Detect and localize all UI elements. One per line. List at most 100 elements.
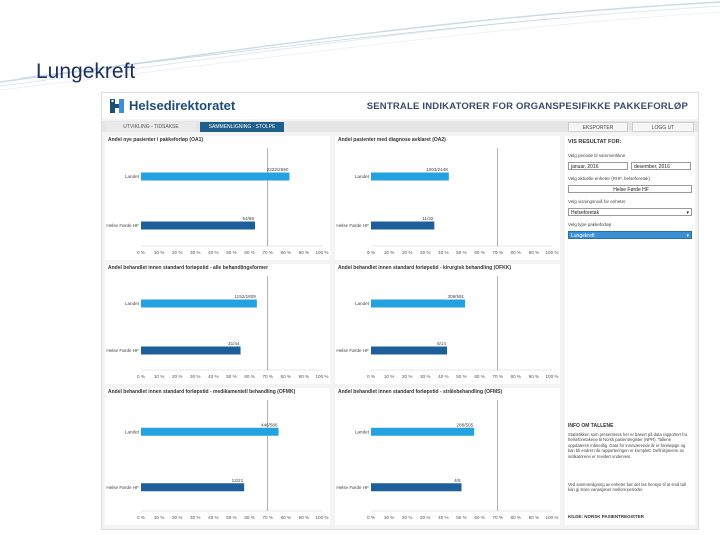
x-tick-label: 0 %: [137, 515, 145, 520]
bar: [141, 427, 279, 436]
x-tick-label: 20 %: [402, 515, 412, 520]
about-paragraph-2: Ved sammenligning av enheter bør det tas…: [568, 482, 686, 493]
tab-sammenligning[interactable]: SAMMENLIGNING - STOLPE: [200, 122, 284, 132]
x-tick-label: 40 %: [438, 250, 448, 255]
x-tick-label: 90 %: [529, 250, 539, 255]
course-select[interactable]: Lungekreft ▾: [568, 231, 692, 239]
x-tick-label: 60 %: [474, 515, 484, 520]
x-tick-label: 70 %: [262, 515, 272, 520]
filter-sidebar: VIS RESULTAT FOR: Velg periode til samme…: [565, 136, 695, 525]
x-tick-label: 60 %: [244, 374, 254, 379]
x-tick-label: 80 %: [281, 374, 291, 379]
x-tick-label: 0 %: [367, 515, 375, 520]
chart-panel-ofmk: Andel behandlet innen standard forløpsti…: [105, 388, 330, 525]
x-tick-label: 100 %: [545, 250, 558, 255]
x-tick-label: 90 %: [299, 515, 309, 520]
x-tick-label: 0 %: [367, 250, 375, 255]
bar: [371, 172, 449, 181]
x-tick-label: 100 %: [315, 515, 328, 520]
chart-panel-ofkk: Andel behandlet innen standard forløpsti…: [335, 264, 560, 384]
category-label: Landet: [125, 174, 140, 179]
data-label: 11/32: [422, 216, 434, 221]
dashboard-screenshot: Helsedirektoratet SENTRALE INDIKATORER F…: [101, 92, 699, 530]
x-tick-label: 50 %: [226, 515, 236, 520]
chart-panel-oa2: Andel pasienter med diagnose avklaret (O…: [335, 136, 560, 260]
level-select[interactable]: Helseforetak ▾: [568, 208, 692, 216]
chart-title: Andel behandlet innen standard forløpsti…: [108, 389, 296, 395]
chart-ofkk: 0 % 10 % 20 % 30 % 40 % 50 % 60 % 70 % 80 % 90 % 1…: [336, 276, 559, 379]
category-label: Helse Førde HF: [336, 485, 369, 490]
category-label: Helse Førde HF: [336, 223, 369, 228]
chart-title: Andel nye pasienter i pakkeforløp (OA1): [108, 137, 204, 143]
chart-panel-alle: Andel behandlet innen standard forløpsti…: [105, 264, 330, 384]
chevron-down-icon: ▾: [686, 233, 689, 239]
chart-title: Andel behandlet innen standard forløpsti…: [108, 265, 269, 271]
category-label: Helse Førde HF: [106, 485, 139, 490]
x-tick-label: 30 %: [420, 515, 430, 520]
x-tick-label: 30 %: [190, 374, 200, 379]
period-to-select[interactable]: desember, 2016: [631, 162, 691, 170]
x-tick-label: 50 %: [456, 515, 466, 520]
logout-button[interactable]: LOGG UT: [632, 122, 694, 132]
bar: [141, 299, 257, 308]
export-button[interactable]: EKSPORTER: [568, 122, 628, 132]
data-label: 308/591: [448, 294, 465, 299]
x-tick-label: 30 %: [190, 515, 200, 520]
about-paragraph-1: Statistikken som presenteres her er base…: [568, 432, 688, 459]
chevron-down-icon: ▾: [686, 210, 689, 216]
data-label: 2222/2690: [267, 167, 289, 172]
view-tabs-bar: UTVIKLING - TIDSAKSE SAMMENLIGNING - STO…: [102, 121, 698, 132]
x-tick-label: 80 %: [511, 515, 521, 520]
x-tick-label: 40 %: [438, 374, 448, 379]
x-tick-label: 20 %: [172, 515, 182, 520]
x-tick-label: 10 %: [384, 374, 394, 379]
x-tick-label: 70 %: [492, 515, 502, 520]
x-tick-label: 30 %: [420, 250, 430, 255]
x-tick-label: 20 %: [172, 250, 182, 255]
x-tick-label: 60 %: [474, 250, 484, 255]
data-label: 54/86: [243, 216, 255, 221]
x-tick-label: 0 %: [137, 374, 145, 379]
data-label: 288/505: [457, 422, 474, 427]
bar: [141, 172, 290, 181]
x-tick-label: 60 %: [474, 374, 484, 379]
chart-panel-ofms: Andel behandlet innen standard forløpsti…: [335, 388, 560, 525]
level-value: Helseforetak: [571, 210, 600, 216]
x-tick-label: 40 %: [208, 515, 218, 520]
x-tick-label: 0 %: [137, 250, 145, 255]
x-tick-label: 10 %: [154, 250, 164, 255]
x-tick-label: 40 %: [208, 250, 218, 255]
app-header: Helsedirektoratet SENTRALE INDIKATORER F…: [102, 93, 698, 119]
x-tick-label: 10 %: [154, 515, 164, 520]
x-tick-label: 50 %: [226, 250, 236, 255]
x-tick-label: 50 %: [456, 250, 466, 255]
bar: [371, 483, 462, 492]
unit-label: Velg aktuelle enheter (RHF, helseforetak…: [568, 176, 651, 181]
period-from-select[interactable]: januar, 2016: [568, 162, 628, 170]
data-label: 1152/1809: [234, 294, 256, 299]
x-tick-label: 70 %: [262, 250, 272, 255]
x-tick-label: 50 %: [226, 374, 236, 379]
chart-ofmk: 0 % 10 % 20 % 30 % 40 % 50 % 60 % 70 % 80 % 90 % 1…: [106, 400, 329, 520]
logo-text: Helsedirektoratet: [129, 98, 236, 113]
category-label: Helse Førde HF: [336, 348, 369, 353]
x-tick-label: 90 %: [299, 250, 309, 255]
x-tick-label: 80 %: [281, 515, 291, 520]
x-tick-label: 70 %: [492, 250, 502, 255]
unit-input[interactable]: Helse Førde HF: [568, 185, 692, 193]
category-label: Landet: [125, 301, 140, 306]
data-label: 6/14: [437, 341, 446, 346]
chart-title: Andel behandlet innen standard forløpsti…: [338, 265, 512, 271]
x-tick-label: 50 %: [456, 374, 466, 379]
header-swoosh-decoration: [0, 1, 720, 91]
x-tick-label: 40 %: [438, 515, 448, 520]
x-tick-label: 90 %: [529, 515, 539, 520]
chart-oa2: 0 % 10 % 20 % 30 % 40 % 50 % 60 % 70 % 80 % 90 % 1…: [336, 148, 559, 255]
x-tick-label: 80 %: [511, 374, 521, 379]
x-tick-label: 30 %: [190, 250, 200, 255]
about-source: KILDE: NORSK PASIENTREGISTER: [568, 514, 644, 519]
chart-alle: 0 % 10 % 20 % 30 % 40 % 50 % 60 % 70 % 80 % 90 % 1…: [106, 276, 329, 379]
x-tick-label: 20 %: [402, 250, 412, 255]
category-label: Landet: [355, 174, 370, 179]
tab-utvikling[interactable]: UTVIKLING - TIDSAKSE: [106, 122, 196, 132]
